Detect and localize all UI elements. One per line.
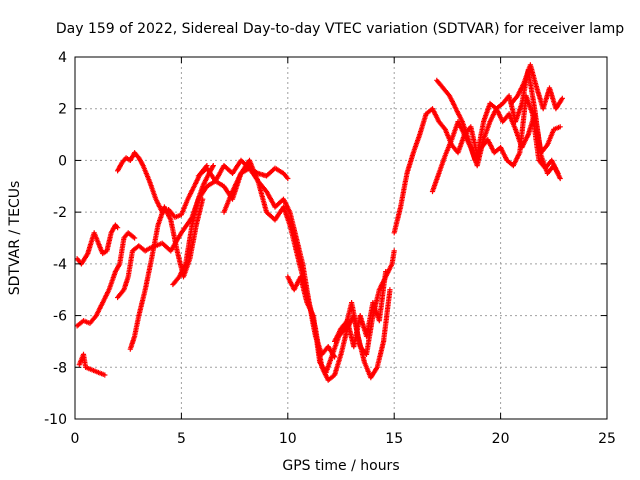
series-markers bbox=[170, 165, 338, 360]
x-axis-title: GPS time / hours bbox=[282, 458, 399, 474]
series-markers bbox=[76, 351, 108, 378]
series-markers bbox=[115, 163, 216, 301]
series-arc15 bbox=[508, 62, 565, 112]
series-markers bbox=[332, 269, 389, 350]
series-layer bbox=[74, 62, 565, 383]
series-markers bbox=[508, 62, 565, 112]
x-tick-labels: 0 5 10 15 20 25 bbox=[71, 431, 616, 447]
y-tick-label: -6 bbox=[53, 309, 67, 325]
series-markers bbox=[429, 67, 563, 195]
series-trace bbox=[116, 164, 214, 299]
chart-title: Day 159 of 2022, Sidereal Day-to-day VTE… bbox=[56, 21, 624, 37]
y-axis-title: SDTVAR / TECUs bbox=[7, 181, 23, 296]
y-tick-labels: -10 -8 -6 -4 -2 0 2 4 bbox=[44, 50, 67, 428]
series-arc6 bbox=[127, 196, 206, 352]
series-arc2 bbox=[74, 230, 138, 329]
series-markers bbox=[74, 222, 121, 267]
y-tick-label: 2 bbox=[58, 102, 67, 118]
series-arc1 bbox=[74, 222, 121, 267]
x-tick-label: 20 bbox=[492, 431, 510, 447]
series-arc13 bbox=[429, 67, 563, 195]
y-tick-label: -4 bbox=[53, 257, 67, 273]
y-tick-label: 4 bbox=[58, 50, 67, 66]
series-markers bbox=[434, 77, 561, 176]
series-markers bbox=[74, 230, 138, 329]
series-markers bbox=[127, 196, 206, 352]
x-tick-label: 25 bbox=[598, 431, 616, 447]
series-arc7 bbox=[170, 165, 338, 360]
x-tick-label: 15 bbox=[385, 431, 403, 447]
y-tick-label: 0 bbox=[58, 153, 67, 169]
series-markers bbox=[221, 157, 397, 383]
y-tick-label: -8 bbox=[53, 360, 67, 376]
x-tick-label: 5 bbox=[177, 431, 186, 447]
y-tick-label: -10 bbox=[44, 412, 67, 428]
series-arc14 bbox=[434, 77, 561, 176]
y-tick-label: -2 bbox=[53, 205, 67, 221]
x-tick-label: 10 bbox=[279, 431, 297, 447]
series-arc9 bbox=[221, 157, 397, 383]
series-arc11 bbox=[332, 269, 389, 350]
x-tick-label: 0 bbox=[71, 431, 80, 447]
series-trace bbox=[431, 69, 561, 193]
series-arc4 bbox=[115, 163, 216, 301]
series-markers bbox=[285, 274, 393, 381]
axis-ticks bbox=[74, 56, 608, 420]
series-arc3 bbox=[76, 351, 108, 378]
plot-frame bbox=[74, 56, 608, 420]
